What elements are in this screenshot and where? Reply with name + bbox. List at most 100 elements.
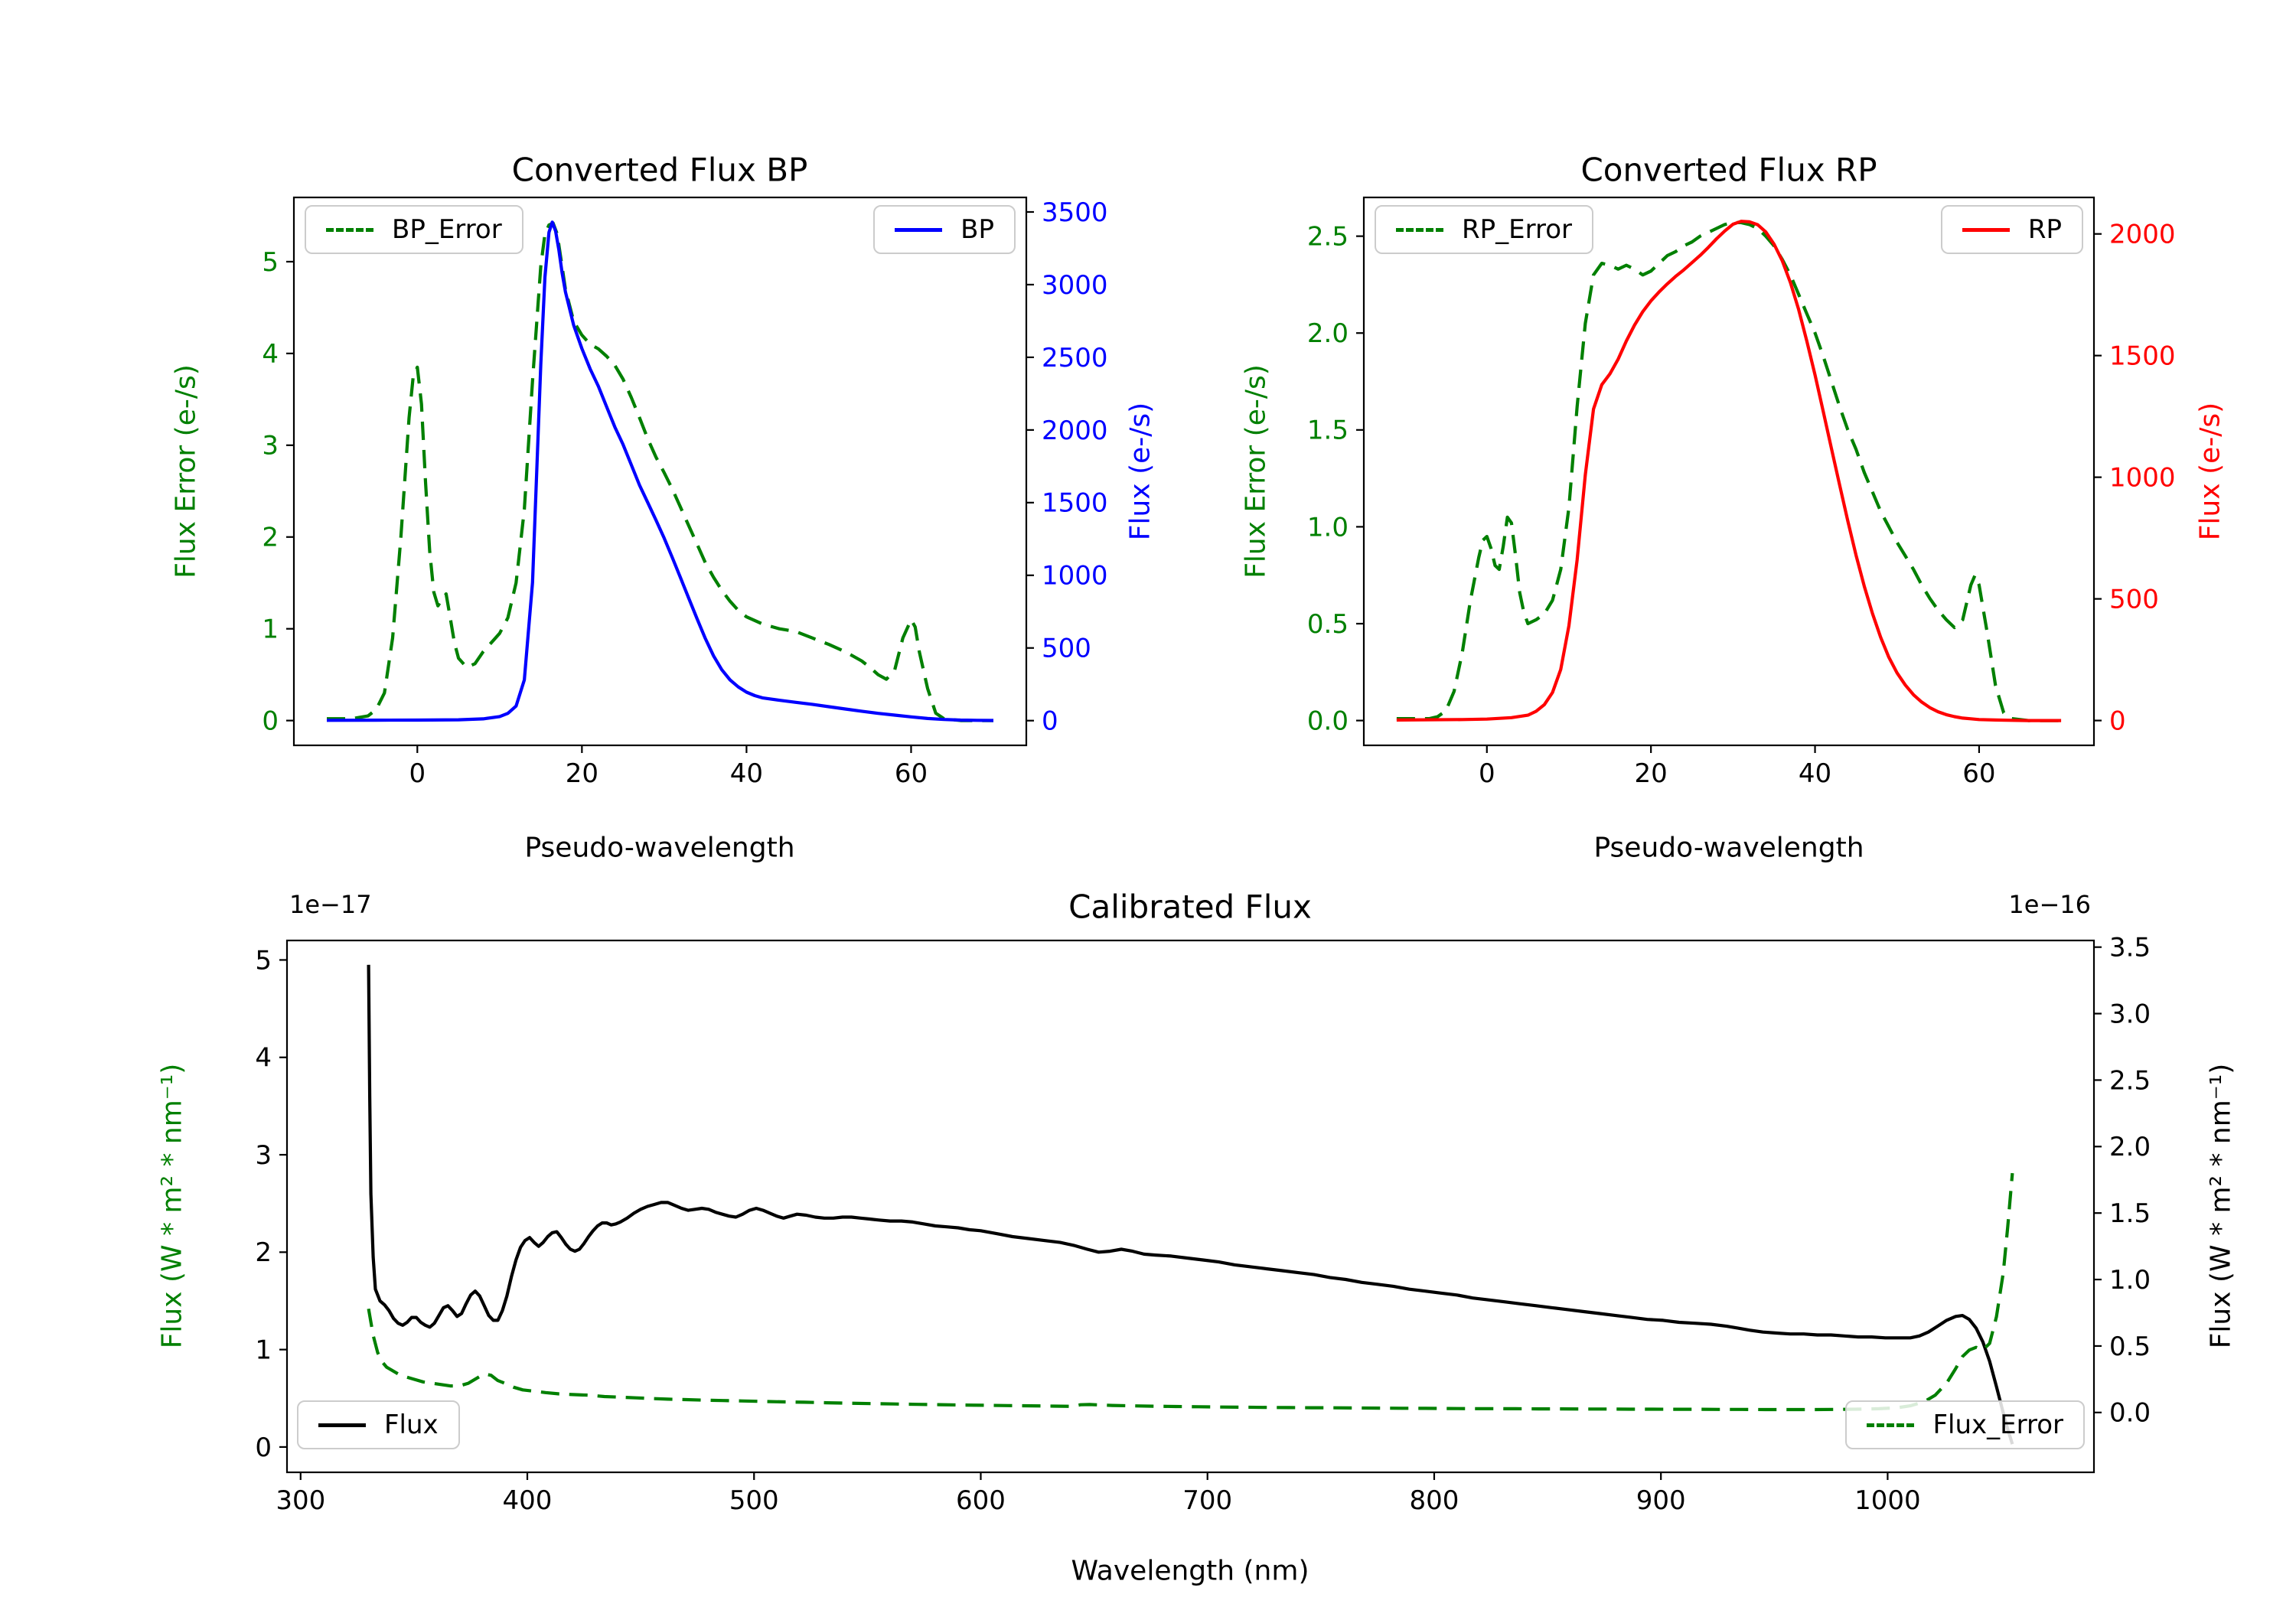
left-tick-label: 1 — [262, 614, 279, 645]
bp-error-line-sample — [326, 227, 373, 232]
left-tick-label: 0.0 — [1307, 706, 1349, 736]
chart1-right-ylabel: Flux (e-/s) — [1124, 402, 1156, 541]
x-tick-label: 20 — [566, 758, 598, 789]
right-tick-label: 3.0 — [2109, 999, 2151, 1029]
left-tick-label: 2.0 — [1307, 318, 1349, 349]
chart3-xlabel: Wavelength (nm) — [1071, 1555, 1309, 1587]
chart1-legend-bp-error: BP_Error — [305, 205, 523, 254]
chart3-right-ylabel: Flux (W * m² * nm⁻¹) — [2205, 1063, 2237, 1349]
left-tick-label: 3 — [255, 1140, 272, 1171]
left-tick-label: 4 — [262, 339, 279, 370]
left-tick-label: 3 — [262, 431, 279, 461]
right-tick-label: 0.5 — [2109, 1332, 2151, 1362]
left-tick-label: 1.5 — [1307, 416, 1349, 446]
right-tick-label: 1000 — [2109, 463, 2176, 494]
axes-spines — [285, 939, 2095, 1474]
chart-converted-flux-bp: 0 20 40 60 0 1 2 3 4 5 0 500 1000 1500 2000 2500 3000 350… — [262, 196, 1108, 789]
right-tick-label: 2500 — [1042, 343, 1108, 373]
right-tick-label: 500 — [1042, 634, 1091, 664]
right-tick-label: 3.5 — [2109, 933, 2151, 963]
x-tick-label: 700 — [1182, 1485, 1232, 1516]
left-tick-label: 5 — [262, 247, 279, 278]
right-tick-label: 500 — [2109, 585, 2159, 615]
chart2-legend-rp: RP — [1940, 205, 2083, 254]
x-tick-label: 60 — [1962, 758, 1995, 789]
series-BP — [326, 220, 994, 722]
left-tick-label: 0 — [255, 1433, 272, 1463]
axes-spines — [1362, 196, 2095, 747]
left-tick-label: 1 — [255, 1335, 272, 1366]
right-tick-label: 2.5 — [2109, 1065, 2151, 1096]
right-tick-label: 3500 — [1042, 197, 1108, 228]
left-tick-label: 2 — [255, 1237, 272, 1268]
right-tick-label: 1500 — [2109, 341, 2176, 372]
series-RP — [1396, 220, 2062, 722]
right-tick-label: 0.0 — [2109, 1398, 2151, 1429]
left-tick-label: 2.5 — [1307, 222, 1349, 253]
rp-legend-label: RP — [2027, 214, 2062, 245]
x-tick-label: 60 — [895, 758, 928, 789]
chart3-legend-flux: Flux — [297, 1400, 460, 1449]
flux-legend-label: Flux — [384, 1410, 439, 1440]
right-tick-label: 1500 — [1042, 488, 1108, 519]
series-Flux_Error — [367, 1172, 2014, 1412]
chart3-legend-flux-error: Flux_Error — [1845, 1400, 2085, 1449]
rp-line-sample — [1962, 227, 2010, 232]
left-tick-label: 5 — [255, 945, 272, 976]
right-tick-label: 3000 — [1042, 270, 1108, 301]
rp-error-line-sample — [1396, 227, 1443, 232]
flux-error-line-sample — [1867, 1423, 1915, 1427]
right-tick-label: 2000 — [1042, 416, 1108, 446]
left-tick-label: 0.5 — [1307, 609, 1349, 640]
chart-calibrated-flux: 300 400 500 600 700 800 900 1000 0 1 2 3 4 5 0.0 0.5 1.0… — [255, 933, 2151, 1516]
x-tick-label: 500 — [729, 1485, 779, 1516]
flux-error-legend-label: Flux_Error — [1932, 1410, 2063, 1440]
x-tick-label: 20 — [1635, 758, 1668, 789]
x-tick-label: 800 — [1410, 1485, 1459, 1516]
x-tick-label: 0 — [409, 758, 426, 789]
x-tick-label: 0 — [1479, 758, 1495, 789]
chart1-left-ylabel: Flux Error (e-/s) — [170, 364, 202, 579]
right-tick-label: 1000 — [1042, 561, 1108, 592]
chart3-left-scale-offset: 1e−17 — [289, 890, 372, 919]
bp-line-sample — [895, 227, 943, 232]
chart3-left-ylabel: Flux (W * m² * nm⁻¹) — [156, 1063, 188, 1349]
chart2-title: Converted Flux RP — [1580, 151, 1877, 189]
chart2-left-ylabel: Flux Error (e-/s) — [1240, 364, 1272, 579]
right-tick-label: 2.0 — [2109, 1132, 2151, 1162]
left-tick-label: 2 — [262, 523, 279, 553]
right-tick-label: 0 — [1042, 706, 1058, 737]
chart2-right-ylabel: Flux (e-/s) — [2194, 402, 2226, 541]
right-tick-label: 1.0 — [2109, 1265, 2151, 1296]
bp-legend-label: BP — [960, 214, 994, 245]
x-tick-label: 400 — [503, 1485, 553, 1516]
right-tick-label: 1.5 — [2109, 1198, 2151, 1229]
left-tick-label: 4 — [255, 1043, 272, 1074]
x-tick-label: 600 — [956, 1485, 1006, 1516]
chart3-right-scale-offset: 1e−16 — [2008, 890, 2091, 919]
series-RP_Error — [1396, 220, 2062, 722]
x-tick-label: 300 — [276, 1485, 325, 1516]
chart1-legend-bp: BP — [873, 205, 1016, 254]
chart1-xlabel: Pseudo-wavelength — [524, 832, 795, 864]
left-tick-label: 1.0 — [1307, 512, 1349, 543]
x-tick-label: 40 — [1799, 758, 1831, 789]
rp-error-legend-label: RP_Error — [1462, 214, 1573, 245]
chart1-title: Converted Flux BP — [511, 151, 808, 189]
chart2-legend-rp-error: RP_Error — [1375, 205, 1594, 254]
series-Flux — [367, 964, 2014, 1445]
chart-converted-flux-rp: 0 20 40 60 0.0 0.5 1.0 1.5 2.0 2.5 0 500 1000 1500 200… — [1307, 196, 2176, 789]
series-BP_Error — [327, 221, 993, 722]
chart3-title: Calibrated Flux — [1068, 888, 1312, 926]
flux-line-sample — [318, 1423, 366, 1427]
x-tick-label: 1000 — [1854, 1485, 1921, 1516]
x-tick-label: 900 — [1636, 1485, 1686, 1516]
x-tick-label: 40 — [730, 758, 763, 789]
right-tick-label: 2000 — [2109, 220, 2176, 250]
left-tick-label: 0 — [262, 706, 279, 737]
axes-spines — [292, 196, 1028, 747]
right-tick-label: 0 — [2109, 706, 2126, 736]
bp-error-legend-label: BP_Error — [392, 214, 502, 245]
